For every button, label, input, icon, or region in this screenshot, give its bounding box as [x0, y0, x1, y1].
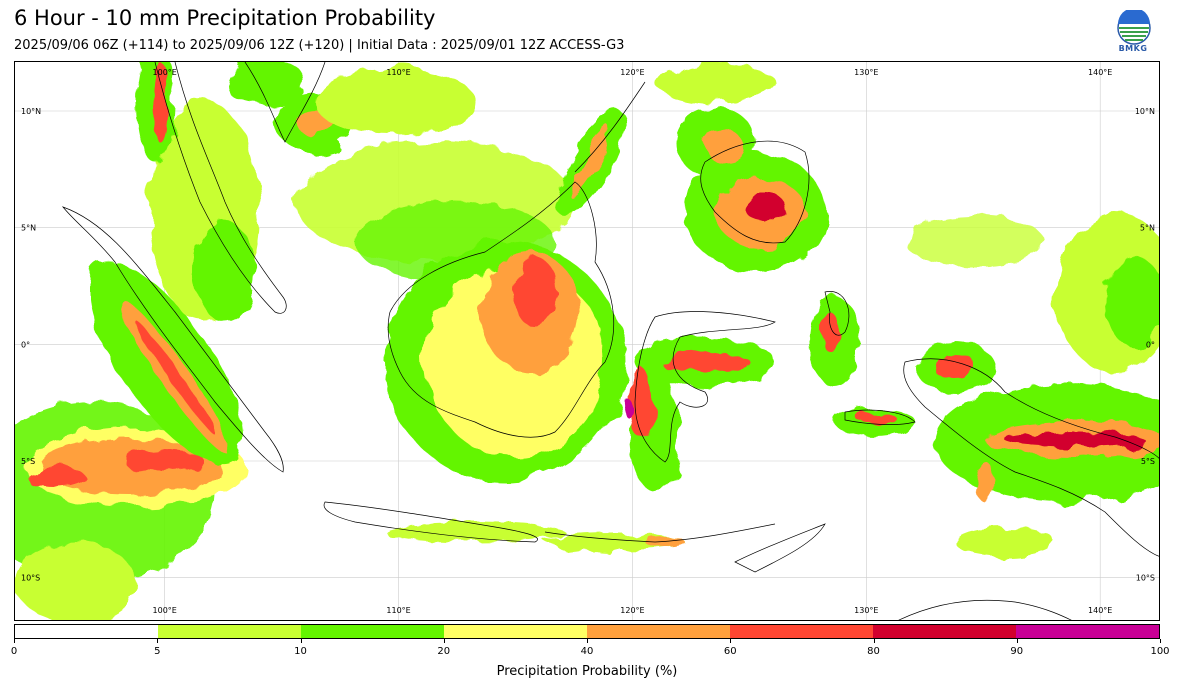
colorbar-segment	[15, 625, 158, 638]
latitude-label: 10°S	[21, 574, 40, 583]
colorbar-tick	[14, 639, 15, 643]
colorbar-tick	[587, 639, 588, 643]
colorbar-tick	[1160, 639, 1161, 643]
colorbar-segment	[587, 625, 730, 638]
latitude-label: 0°	[21, 340, 30, 349]
colorbar-tick-label: 5	[154, 646, 161, 657]
longitude-labels-bottom: 100°E 110°E 120°E 130°E 140°E	[153, 606, 1113, 615]
longitude-label: 120°E	[620, 68, 644, 77]
colorbar-tick-label: 100	[1150, 646, 1170, 657]
colorbar-tick	[157, 639, 159, 643]
longitude-label: 110°E	[386, 68, 410, 77]
colorbar-tick	[300, 639, 302, 643]
colorbar-tick-label: 60	[723, 646, 737, 657]
colorbar-tick	[730, 639, 732, 643]
longitude-labels-top: 100°E 110°E 120°E 130°E 140°E	[153, 68, 1113, 77]
latitude-label: 5°N	[21, 224, 36, 233]
longitude-label: 130°E	[854, 68, 878, 77]
logo-label: BMKG	[1118, 44, 1148, 53]
latitude-label: 5°N	[1140, 224, 1155, 233]
colorbar-tick	[443, 639, 445, 643]
colorbar-tick-label: 40	[580, 646, 594, 657]
bmkg-logo-icon	[1117, 10, 1151, 45]
colorbar-tick	[873, 639, 875, 643]
map-subtitle: 2025/09/06 06Z (+114) to 2025/09/06 12Z …	[14, 38, 625, 53]
colorbar-segment	[730, 625, 873, 638]
longitude-label: 110°E	[386, 606, 410, 615]
colorbar-segment	[444, 625, 587, 638]
longitude-label: 140°E	[1088, 68, 1112, 77]
colorbar-tick-label: 90	[1010, 646, 1024, 657]
colorbar-segment	[1016, 625, 1159, 638]
longitude-label: 100°E	[153, 68, 177, 77]
precipitation-map: 100°E 110°E 120°E 130°E 140°E 100°E 110°E 120°…	[14, 61, 1160, 621]
colorbar-segment	[158, 625, 301, 638]
colorbar	[14, 624, 1160, 639]
map-title: 6 Hour - 10 mm Precipitation Probability	[14, 6, 436, 30]
colorbar-tick-label: 10	[294, 646, 307, 657]
longitude-label: 130°E	[854, 606, 878, 615]
colorbar-ticks: 0 5 10 20 40 60 80 90 100	[10, 639, 1170, 659]
colorbar-tick-label: 0	[10, 646, 18, 657]
longitude-label: 100°E	[153, 606, 177, 615]
latitude-label: 5°S	[21, 457, 35, 466]
colorbar-label: Precipitation Probability (%)	[496, 664, 678, 679]
latitude-label: 5°S	[1141, 457, 1155, 466]
colorbar-tick-label: 20	[437, 646, 451, 657]
colorbar-segment	[301, 625, 444, 638]
map-canvas: 100°E 110°E 120°E 130°E 140°E 100°E 110°E 120°…	[15, 62, 1159, 620]
latitude-labels-left: 10°N 5°N 0° 5°S 10°S	[21, 107, 41, 583]
latitude-label: 0°	[1146, 340, 1155, 349]
colorbar-tick-label: 80	[867, 646, 880, 657]
colorbar-tick	[1016, 639, 1018, 643]
coastlines	[61, 62, 1159, 620]
colorbar-segment	[873, 625, 1016, 638]
longitude-label: 140°E	[1088, 606, 1112, 615]
latitude-label: 10°N	[21, 107, 41, 116]
latitude-labels-right: 10°N 5°N 0° 5°S 10°S	[1135, 107, 1155, 583]
latitude-label: 10°N	[1135, 107, 1155, 116]
longitude-label: 120°E	[620, 606, 644, 615]
precipitation-field	[15, 62, 1159, 620]
latitude-label: 10°S	[1136, 574, 1155, 583]
